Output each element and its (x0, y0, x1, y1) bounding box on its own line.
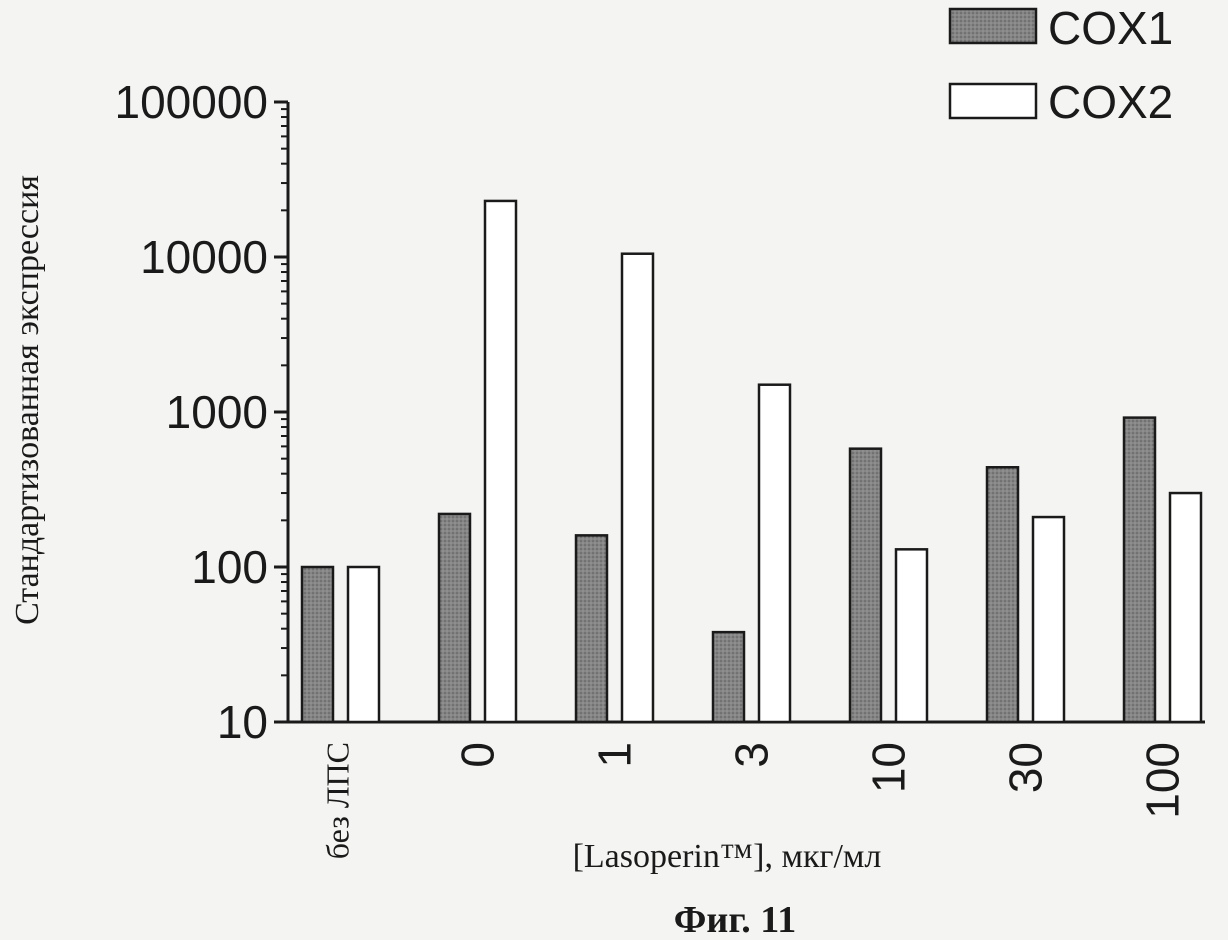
legend-label-cox2: COX2 (1048, 76, 1173, 128)
bar-cox1-0 (300, 565, 335, 724)
bar-cox1-4 (848, 447, 883, 724)
x-category-label: 100 (1137, 742, 1189, 819)
y-tick-label: 10 (217, 696, 268, 748)
bars-group (300, 199, 1203, 724)
bar-cox2-6 (1168, 491, 1203, 724)
bar-cox2-0 (346, 565, 381, 724)
x-category-label: 0 (452, 742, 504, 768)
y-tick-label: 100000 (115, 76, 269, 128)
category-labels: без ЛПС 0 1 3 10 30 100 (320, 742, 1189, 859)
bar-cox1-3 (711, 630, 746, 724)
x-axis-title: [Lasoperin™], мкг/мл (573, 838, 882, 875)
bar-cox1-1 (437, 512, 472, 724)
bar-cox1-5 (985, 466, 1020, 724)
bar-cox2-4 (894, 548, 929, 724)
y-axis-minor-ticks (281, 108, 288, 677)
y-axis-ticks: 10 100 1000 10000 100000 (115, 76, 288, 748)
legend: COX1 COX2 (948, 2, 1173, 128)
y-axis-title: Стандартизованная экспрессия (9, 175, 46, 625)
bar-cox2-2 (620, 252, 655, 724)
x-category-label: 30 (1000, 742, 1052, 793)
bar-cox2-3 (757, 383, 792, 724)
x-category-label: 10 (863, 742, 915, 793)
y-tick-label: 10000 (140, 231, 268, 283)
legend-label-cox1: COX1 (1048, 2, 1173, 54)
legend-swatch-cox2 (948, 82, 1038, 120)
bar-cox2-1 (483, 199, 518, 724)
bar-cox1-6 (1122, 416, 1157, 724)
y-tick-label: 100 (191, 541, 268, 593)
bar-cox2-5 (1031, 515, 1066, 724)
x-category-label: без ЛПС (320, 742, 356, 859)
x-category-label: 1 (589, 742, 641, 768)
legend-swatch-cox1 (948, 7, 1038, 45)
bar-cox1-2 (574, 534, 609, 724)
y-tick-label: 1000 (166, 386, 268, 438)
figure-caption: Фиг. 11 (674, 899, 796, 940)
x-category-label: 3 (726, 742, 778, 768)
